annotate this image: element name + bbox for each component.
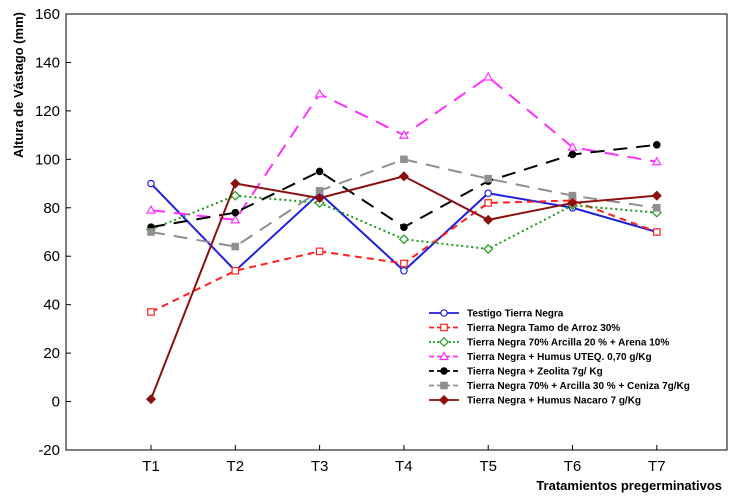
data-point: [651, 190, 662, 201]
data-point: [400, 266, 408, 275]
y-tick-label: 20: [43, 345, 60, 362]
y-tick-label: 0: [52, 394, 60, 411]
legend: Testigo Tierra Negra Tierra Negra Tamo de…: [429, 309, 690, 407]
legend-item: Tierra Negra 70% Arcilla 20 % + Arena 10…: [429, 336, 669, 349]
legend-label: Tierra Negra + Humus UTEQ. 0,70 g/Kg: [467, 352, 652, 363]
data-point: [231, 266, 240, 275]
y-tick-label: 80: [43, 200, 60, 217]
data-point: [147, 308, 155, 316]
series-line: [150, 199, 658, 313]
x-axis-title: Tratamientos pregerminativos: [536, 478, 722, 493]
y-tick-label: 100: [35, 151, 60, 168]
data-point: [145, 394, 157, 405]
data-point: [398, 129, 409, 139]
data-point: [568, 150, 577, 159]
data-point: [484, 199, 493, 207]
x-tick-label: T7: [648, 458, 666, 475]
legend-marker: [438, 336, 450, 348]
y-axis-title: Altura de Vástago (mm): [11, 12, 26, 158]
data-point: [400, 223, 408, 231]
data-point: [314, 88, 325, 98]
legend-marker: [440, 381, 448, 390]
legend-item: Tierra Negra + Zeolita 7g/ Kg: [429, 367, 603, 378]
x-tick-label: T4: [395, 458, 413, 475]
data-point: [147, 179, 155, 188]
data-point: [567, 142, 578, 151]
data-point: [231, 242, 240, 251]
series-4: [145, 71, 662, 224]
data-point: [483, 243, 494, 255]
legend-label: Tierra Negra + Zeolita 7g/ Kg: [467, 367, 603, 378]
data-point: [230, 178, 241, 189]
x-tick-label: T2: [227, 458, 245, 475]
legend-label: Tierra Negra Tamo de Arroz 30%: [467, 323, 620, 334]
series-2: [147, 196, 661, 316]
x-tick-label: T3: [311, 458, 329, 475]
y-tick-label: 60: [43, 248, 60, 265]
data-point: [315, 167, 324, 176]
data-point: [314, 193, 325, 204]
data-point: [231, 208, 240, 217]
x-tick-label: T6: [564, 458, 582, 475]
data-point: [651, 156, 662, 166]
legend-marker: [440, 367, 448, 375]
legend-item: Tierra Negra Tamo de Arroz 30%: [429, 323, 620, 334]
legend-item: Tierra Negra + Humus UTEQ. 0,70 g/Kg: [429, 351, 652, 363]
y-tick-label: -20: [38, 442, 60, 459]
legend-marker: [438, 394, 450, 406]
data-point: [484, 174, 493, 183]
data-point: [652, 203, 661, 212]
legend-marker: [440, 323, 448, 332]
data-point: [400, 155, 408, 164]
data-point: [484, 189, 493, 198]
y-tick-label: 160: [35, 6, 60, 23]
series-6: [147, 155, 661, 251]
data-point: [398, 171, 409, 182]
y-tick-label: 120: [35, 103, 60, 120]
x-tick-label: T5: [479, 458, 497, 475]
y-tick-label: 40: [43, 297, 60, 314]
legend-label: Testigo Tierra Negra: [467, 309, 564, 320]
series-7: [145, 171, 662, 405]
data-point: [145, 204, 157, 214]
data-point: [147, 228, 155, 236]
data-point: [400, 259, 408, 268]
data-point: [230, 190, 241, 201]
legend-item: Tierra Negra 70% + Arcilla 30 % + Ceniza…: [429, 381, 690, 392]
legend-label: Tierra Negra + Humus Nacaro 7 g/Kg: [467, 396, 641, 407]
legend-item: Testigo Tierra Negra: [429, 309, 564, 320]
legend-marker: [438, 351, 450, 361]
data-point: [652, 141, 661, 149]
x-tick-label: T1: [142, 458, 160, 475]
data-point: [398, 234, 409, 245]
series-layer: [145, 71, 662, 405]
legend-marker: [440, 309, 448, 317]
data-point: [230, 214, 241, 224]
y-tick-label: 140: [35, 54, 60, 71]
legend-label: Tierra Negra 70% Arcilla 20 % + Arena 10…: [467, 338, 669, 349]
data-point: [483, 214, 494, 225]
axes: -20 0 20 40 60 80 100 120 140 160 T1 T2 T3 T4 T5 T6 T7: [35, 6, 728, 475]
data-point: [315, 247, 324, 256]
series-line: [150, 75, 657, 221]
legend-item: Tierra Negra + Humus Nacaro 7 g/Kg: [429, 394, 641, 407]
series-5: [147, 141, 661, 231]
data-point: [567, 197, 578, 208]
legend-label: Tierra Negra 70% + Arcilla 30 % + Ceniza…: [467, 381, 690, 392]
plot-frame: [65, 13, 728, 451]
data-point: [483, 71, 494, 81]
data-point: [652, 228, 661, 236]
